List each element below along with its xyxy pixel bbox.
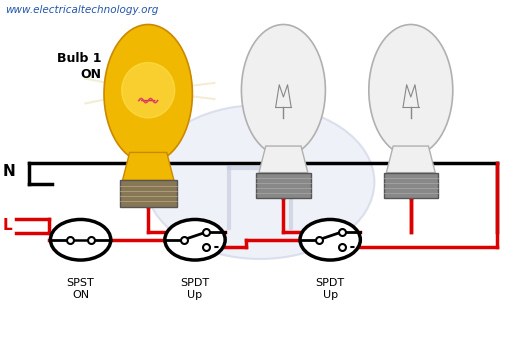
Ellipse shape (241, 25, 326, 156)
Text: www.electricaltechnology.org: www.electricaltechnology.org (5, 5, 159, 15)
Text: L: L (2, 218, 12, 233)
Circle shape (146, 105, 374, 259)
Circle shape (300, 219, 360, 260)
Ellipse shape (122, 63, 175, 118)
FancyBboxPatch shape (120, 181, 177, 207)
Text: SPDT
Up: SPDT Up (316, 278, 345, 300)
Ellipse shape (104, 25, 192, 163)
Text: SPDT
Up: SPDT Up (180, 278, 210, 300)
FancyBboxPatch shape (384, 173, 438, 198)
Polygon shape (386, 146, 435, 173)
FancyBboxPatch shape (256, 173, 310, 198)
Circle shape (165, 219, 225, 260)
Circle shape (50, 219, 111, 260)
Text: N: N (3, 164, 16, 179)
Ellipse shape (369, 25, 453, 156)
Text: SPST
ON: SPST ON (67, 278, 95, 300)
Polygon shape (259, 146, 308, 173)
Polygon shape (123, 153, 174, 181)
Text: Bulb 1
ON: Bulb 1 ON (57, 52, 101, 81)
